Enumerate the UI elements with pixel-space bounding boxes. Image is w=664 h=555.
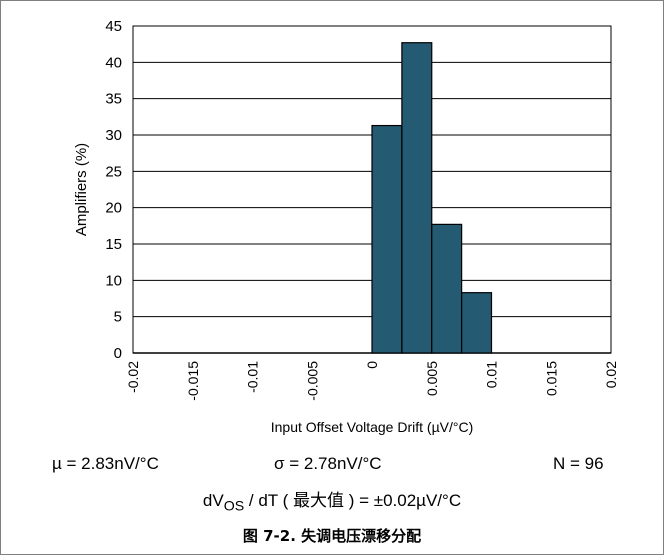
x-axis-label: Input Offset Voltage Drift (µV/°C) — [271, 419, 474, 435]
y-tick-label: 10 — [105, 272, 122, 289]
x-tick-label: 0 — [364, 361, 380, 369]
formula-subscript: OS — [223, 498, 245, 515]
x-tick-label: -0.005 — [304, 361, 320, 401]
x-tick-labels: -0.02 -0.015 -0.01 -0.005 0 0.005 0.01 0.015 0.0… — [125, 361, 619, 401]
x-tick-label: 0.005 — [424, 361, 440, 396]
y-tick-label: 45 — [105, 18, 122, 35]
sigma-stat: σ = 2.78nV/°C — [274, 454, 382, 473]
formula-rhs: ) = ±0.02µV/°C — [343, 491, 462, 510]
bars — [371, 42, 493, 354]
formula-mid: / dT ( — [244, 491, 293, 510]
y-tick-label: 35 — [105, 91, 122, 108]
y-tick-label: 5 — [114, 309, 122, 326]
y-axis-label: Amplifiers (%) — [73, 143, 90, 236]
histogram-bar — [461, 292, 493, 354]
x-tick-label: -0.015 — [185, 361, 201, 401]
y-tick-label: 30 — [105, 127, 122, 144]
x-tick-label: -0.02 — [125, 361, 141, 393]
x-tick-label: 0.01 — [484, 361, 500, 388]
y-tick-label: 25 — [105, 163, 122, 180]
max-drift-formula: dVOS / dT ( 最大值 ) = ±0.02µV/°C — [0, 486, 664, 514]
y-tick-label: 15 — [105, 236, 122, 253]
y-tick-label: 0 — [114, 345, 122, 362]
formula-lhs: dV — [202, 491, 224, 510]
histogram-bar — [371, 124, 403, 354]
formula-cjk: 最大值 — [292, 491, 344, 511]
y-tick-labels: 0 5 10 15 20 25 30 35 40 45 — [105, 18, 122, 362]
figure-caption: 图 7-2. 失调电压漂移分配 — [242, 527, 422, 545]
x-tick-label: 0.015 — [543, 361, 559, 396]
histogram-chart: 0 5 10 15 20 25 30 35 40 45 -0.02 -0.015 -0.01 -0.00… — [73, 18, 619, 435]
histogram-bar — [401, 42, 433, 354]
x-tick-label: -0.01 — [245, 361, 261, 393]
mean-stat: µ = 2.83nV/°C — [52, 454, 159, 473]
histogram-bar — [431, 223, 463, 354]
plot-area — [132, 25, 612, 354]
y-tick-label: 40 — [105, 54, 122, 71]
count-stat: N = 96 — [553, 454, 604, 473]
y-tick-label: 20 — [105, 200, 122, 217]
x-tick-label: 0.02 — [603, 361, 619, 388]
